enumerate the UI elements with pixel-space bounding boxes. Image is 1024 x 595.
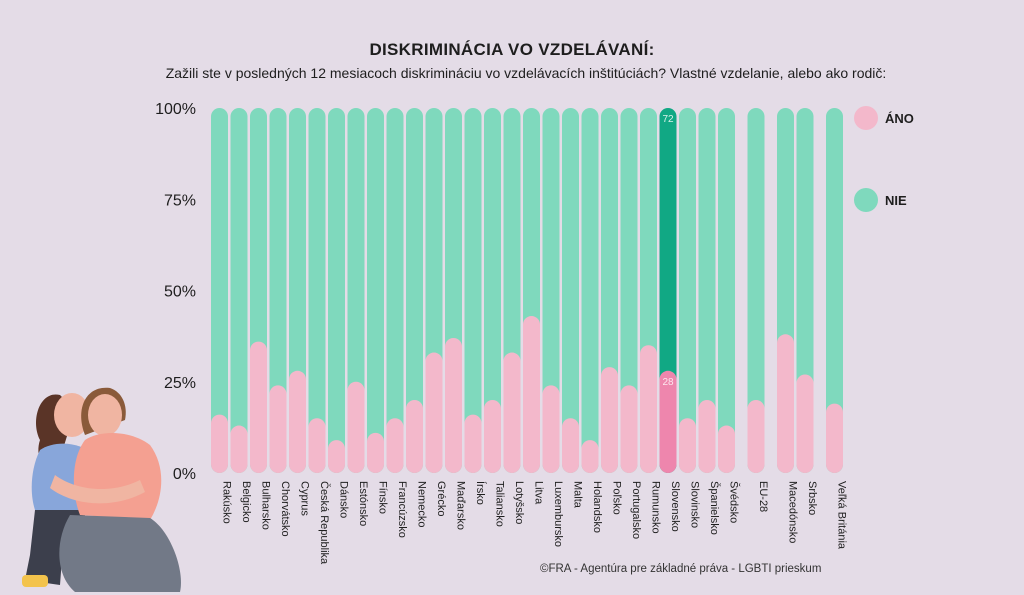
bar-ano-23 (659, 370, 677, 473)
bar-ano-4 (289, 370, 306, 473)
bar-ano-25 (698, 400, 716, 473)
bar-ano-6 (328, 440, 345, 473)
bar-ano-13 (464, 414, 482, 473)
bar-ano-9 (386, 418, 404, 473)
x-tick-label: Slovinsko (689, 481, 701, 528)
x-tick-label: Macedónsko (787, 481, 799, 543)
bar-ano-21 (620, 385, 638, 473)
data-label-ano: 28 (662, 377, 674, 388)
bar-ano-17 (542, 385, 560, 473)
x-tick-label: EU-28 (757, 481, 769, 512)
bar-ano-19 (581, 440, 599, 473)
bar-nie-18 (562, 108, 579, 473)
people-hugging-illustration (22, 387, 181, 592)
x-tick-label: Srbsko (806, 481, 818, 515)
x-tick-label: Rakúsko (221, 481, 233, 524)
x-tick-label: Portugalsko (630, 481, 642, 539)
x-tick-label: Česká Republika (318, 481, 331, 565)
bar-ano-16 (523, 316, 540, 473)
legend-label-0: ÁNO (885, 111, 914, 126)
x-tick-label: Belgicko (240, 481, 252, 523)
x-tick-label: Slovensko (669, 481, 681, 532)
bar-nie-10 (406, 108, 423, 473)
bar-ano-15 (503, 352, 521, 473)
bar-ano-3 (269, 385, 287, 473)
x-tick-label: Taliansko (494, 481, 506, 527)
x-tick-label: Maďarsko (455, 481, 467, 530)
bar-nie-21 (620, 108, 638, 473)
x-tick-label: Španielsko (708, 481, 721, 535)
x-tick-label: Írsko (474, 481, 487, 505)
x-tick-label: Veľká Británia (836, 481, 848, 550)
x-tick-label: Cyprus (299, 481, 311, 516)
y-tick-label: 25% (164, 375, 196, 392)
bar-ano-12 (445, 337, 462, 473)
bar-ano-20 (601, 367, 618, 473)
bar-nie-7 (347, 108, 365, 473)
bar-nie-6 (328, 108, 345, 473)
bar-ano-2 (250, 341, 267, 473)
x-tick-label: Bulharsko (260, 481, 272, 530)
bar-nie-9 (386, 108, 404, 473)
bar-nie-24 (679, 108, 696, 473)
bar-ano-7 (347, 381, 365, 473)
legend-label-1: NIE (885, 193, 907, 208)
bar-ano-5 (308, 418, 326, 473)
x-tick-label: Holandsko (591, 481, 603, 533)
bar-ano-26 (718, 425, 735, 473)
bar-nie-0 (211, 108, 228, 473)
x-tick-label: Luxembursko (552, 481, 564, 547)
bar-ano-0 (211, 414, 228, 473)
source-credit: ©FRA - Agentúra pre základné práva - LGB… (540, 563, 822, 575)
x-tick-label: Lotyšsko (513, 481, 525, 524)
x-tick-label: Malta (572, 481, 584, 509)
x-tick-label: Poľsko (611, 481, 623, 515)
bar-nie-17 (542, 108, 560, 473)
x-tick-label: Francúzsko (396, 481, 408, 538)
bar-nie-13 (464, 108, 482, 473)
y-tick-label: 75% (164, 192, 196, 209)
x-tick-label: Litva (533, 481, 545, 505)
chart-subtitle: Zažili ste v posledných 12 mesiacoch dis… (165, 65, 887, 81)
y-tick-label: 50% (164, 284, 196, 301)
bar-nie-30 (826, 108, 843, 473)
bar-ano-1 (230, 425, 248, 473)
bar-ano-14 (484, 400, 501, 473)
bar-nie-27 (747, 108, 765, 473)
x-tick-label: Grécko (435, 481, 447, 516)
chart-title: DISKRIMINÁCIA VO VZDELÁVANÍ: (369, 40, 655, 59)
legend-swatch-0 (854, 106, 878, 130)
bar-ano-24 (679, 418, 696, 473)
bar-nie-8 (367, 108, 384, 473)
bar-nie-19 (581, 108, 599, 473)
y-tick-label: 0% (173, 466, 196, 483)
x-tick-label: Nemecko (416, 481, 428, 527)
bar-ano-22 (640, 345, 657, 473)
bar-ano-10 (406, 400, 423, 473)
bar-nie-25 (698, 108, 716, 473)
bar-ano-8 (367, 432, 384, 473)
legend-swatch-1 (854, 188, 878, 212)
y-tick-label: 100% (155, 101, 196, 118)
bar-ano-28 (777, 334, 794, 473)
bar-ano-27 (747, 400, 765, 473)
bar-ano-18 (562, 418, 579, 473)
bar-nie-14 (484, 108, 501, 473)
bar-nie-3 (269, 108, 287, 473)
x-tick-label: Estónsko (357, 481, 369, 526)
bar-nie-26 (718, 108, 735, 473)
data-label-nie: 72 (662, 114, 674, 125)
bar-nie-5 (308, 108, 326, 473)
x-tick-label: Rumunsko (650, 481, 662, 534)
x-tick-label: Švédsko (728, 481, 741, 523)
bar-ano-29 (796, 374, 814, 473)
x-tick-label: Chorvátsko (279, 481, 291, 537)
x-tick-label: Dánsko (338, 481, 350, 518)
bar-nie-1 (230, 108, 248, 473)
x-tick-label: Fínsko (377, 481, 389, 514)
bar-ano-30 (826, 403, 843, 473)
bar-ano-11 (425, 352, 443, 473)
